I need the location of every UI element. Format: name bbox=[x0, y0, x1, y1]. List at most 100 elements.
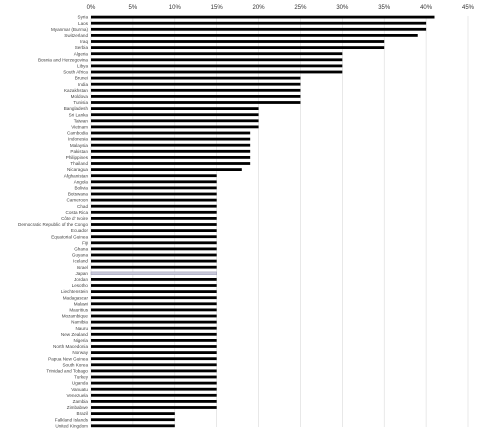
category-label: Moldova bbox=[71, 94, 89, 99]
x-tick-label: 10% bbox=[169, 5, 182, 11]
x-tick-label: 0% bbox=[87, 5, 96, 11]
x-tick-label: 15% bbox=[211, 5, 224, 11]
category-label: Algeria bbox=[74, 51, 89, 56]
x-tick-label: 35% bbox=[378, 5, 391, 11]
bar bbox=[91, 424, 175, 428]
category-label: Ghana bbox=[74, 247, 88, 252]
category-label: Bangladesh bbox=[64, 106, 89, 111]
bar bbox=[91, 162, 251, 165]
category-label: Equatorial Guinea bbox=[51, 234, 88, 239]
bar bbox=[91, 308, 217, 312]
bar bbox=[91, 34, 418, 37]
bar bbox=[91, 229, 217, 232]
bar bbox=[91, 40, 385, 43]
category-label: Côte d' Ivoire bbox=[61, 216, 88, 221]
bar bbox=[91, 64, 343, 68]
category-label: Tunisia bbox=[73, 100, 88, 105]
bar bbox=[91, 223, 217, 226]
category-label: Bosnia and Herzegovina bbox=[38, 57, 88, 62]
category-label: Democratic Republic of the Congo bbox=[18, 222, 88, 227]
category-label: Mozambique bbox=[62, 314, 89, 319]
category-label: Chad bbox=[77, 204, 88, 209]
bar bbox=[91, 88, 301, 92]
bar bbox=[91, 247, 217, 251]
bar bbox=[91, 241, 217, 245]
bar bbox=[91, 192, 217, 196]
bar bbox=[91, 314, 217, 318]
bar bbox=[91, 137, 251, 141]
bar bbox=[91, 400, 217, 403]
category-label: Ecuador bbox=[71, 228, 89, 233]
bar bbox=[91, 186, 217, 190]
category-label: United Kingdom bbox=[55, 423, 88, 428]
bar bbox=[91, 113, 259, 117]
category-label: Lesotho bbox=[72, 283, 89, 288]
bar bbox=[91, 58, 343, 62]
bars bbox=[90, 15, 435, 428]
category-label: Malawi bbox=[74, 301, 88, 306]
category-label: Taiwan bbox=[74, 118, 89, 123]
bar bbox=[91, 320, 217, 324]
category-label: Angola bbox=[74, 179, 89, 184]
category-label: Namibia bbox=[71, 320, 88, 325]
category-label: Pakistan bbox=[70, 149, 88, 154]
category-label: Indonesia bbox=[68, 137, 88, 142]
bar bbox=[91, 46, 385, 49]
bar bbox=[91, 259, 217, 263]
bar bbox=[91, 95, 301, 98]
bar bbox=[91, 393, 217, 397]
category-label: Norway bbox=[72, 350, 88, 355]
category-label: Liechtenstein bbox=[61, 289, 89, 294]
category-label: North Macedonia bbox=[53, 344, 88, 349]
bar bbox=[90, 271, 217, 275]
category-label: Iraq bbox=[80, 39, 88, 44]
category-label: Libya bbox=[77, 64, 88, 69]
bar bbox=[91, 143, 251, 147]
bar bbox=[91, 70, 343, 74]
category-label: Zimbabwe bbox=[67, 405, 89, 410]
x-tick-label: 45% bbox=[462, 5, 475, 11]
category-label: Serbia bbox=[75, 45, 89, 50]
category-label: Fiji bbox=[82, 240, 88, 245]
bar bbox=[91, 357, 217, 361]
category-label: Kazakhstan bbox=[64, 88, 88, 93]
bar bbox=[91, 278, 217, 281]
category-label: Cambodia bbox=[67, 131, 88, 136]
bar bbox=[91, 27, 427, 31]
category-label: Thailand bbox=[70, 161, 88, 166]
category-label: Laos bbox=[78, 21, 89, 26]
bar bbox=[91, 119, 259, 123]
x-tick-label: 25% bbox=[294, 5, 307, 11]
category-label: Botswana bbox=[68, 192, 89, 197]
category-label: Papua New Guinea bbox=[48, 356, 88, 361]
x-tick-label: 30% bbox=[336, 5, 349, 11]
category-label: Brunei bbox=[75, 76, 88, 81]
category-label: Costa Rica bbox=[66, 210, 89, 215]
bar bbox=[91, 180, 217, 184]
bar bbox=[91, 345, 217, 348]
bar bbox=[91, 375, 217, 379]
category-label: Madagascar bbox=[63, 295, 89, 300]
category-label: Israel bbox=[77, 265, 88, 270]
category-label: Mauritius bbox=[69, 308, 88, 313]
category-label: Nicaragua bbox=[67, 167, 88, 172]
category-label: Venezuela bbox=[67, 393, 89, 398]
category-label: Syria bbox=[78, 15, 89, 20]
bar bbox=[91, 131, 251, 135]
bar bbox=[91, 253, 217, 257]
category-label: Philippines bbox=[66, 155, 89, 160]
bar bbox=[91, 235, 217, 239]
category-label: Falkland Islands bbox=[55, 417, 89, 422]
bar bbox=[91, 174, 217, 178]
category-label: Uganda bbox=[72, 381, 89, 386]
bar bbox=[91, 326, 217, 330]
bar bbox=[91, 406, 217, 409]
category-label: Malaysia bbox=[70, 143, 89, 148]
bar bbox=[91, 204, 217, 208]
category-label: Sri Lanka bbox=[69, 112, 89, 117]
bar bbox=[91, 107, 259, 110]
category-label: Vietnam bbox=[71, 125, 88, 130]
category-label: Guyana bbox=[72, 253, 89, 258]
